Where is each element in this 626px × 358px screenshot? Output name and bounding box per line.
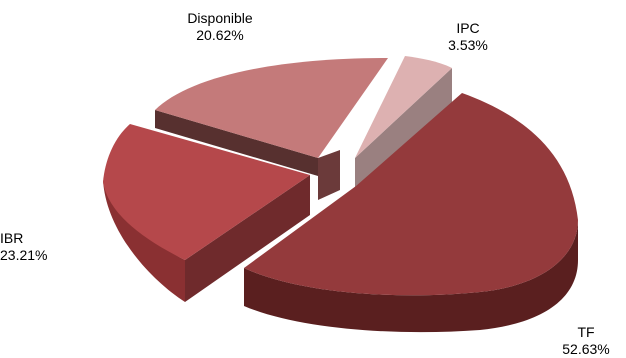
slice-disponible bbox=[155, 58, 388, 200]
label-ipc-name: IPC bbox=[456, 20, 480, 36]
slice-tf-side bbox=[244, 220, 578, 333]
slice-tf-top bbox=[244, 93, 578, 296]
label-tf-name: TF bbox=[577, 324, 595, 340]
slice-disponible-side-right bbox=[318, 150, 340, 200]
slice-disponible-top bbox=[155, 58, 388, 158]
label-ibr: IBR 23.21% bbox=[0, 230, 80, 264]
slice-ibr-top bbox=[103, 124, 310, 260]
slice-ibr-side bbox=[103, 180, 185, 302]
label-tf: TF 52.63% bbox=[548, 324, 624, 358]
label-ipc-value: 3.53% bbox=[448, 37, 488, 53]
slice-tf bbox=[244, 93, 578, 333]
label-ipc: IPC 3.53% bbox=[428, 20, 508, 54]
label-disponible-name: Disponible bbox=[187, 10, 253, 26]
label-disponible-value: 20.62% bbox=[196, 27, 244, 43]
label-tf-value: 52.63% bbox=[562, 341, 610, 357]
slice-ipc-top bbox=[355, 56, 452, 158]
label-disponible: Disponible 20.62% bbox=[170, 10, 270, 44]
label-ibr-value: 23.21% bbox=[0, 247, 48, 263]
label-ibr-name: IBR bbox=[0, 230, 24, 246]
slice-disponible-side bbox=[155, 110, 318, 176]
slice-ibr-side-right bbox=[185, 175, 310, 302]
slice-ibr bbox=[103, 124, 310, 302]
slice-ipc bbox=[355, 56, 452, 196]
slice-ipc-side bbox=[355, 68, 452, 196]
